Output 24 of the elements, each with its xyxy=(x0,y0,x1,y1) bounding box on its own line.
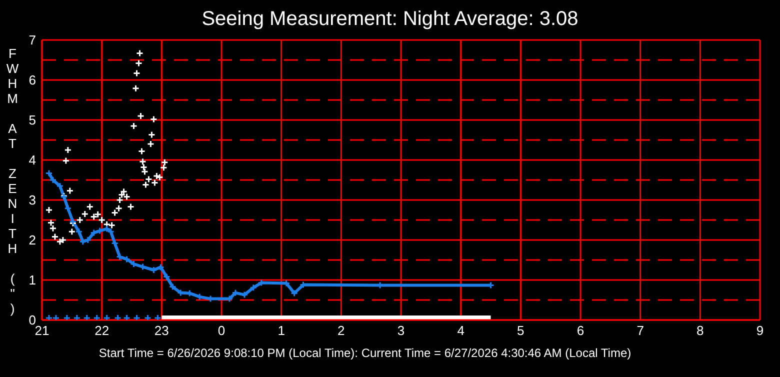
y-tick-label: 4 xyxy=(28,152,36,168)
y-tick-label: 2 xyxy=(28,232,36,248)
x-tick-label: 8 xyxy=(696,323,704,338)
y-tick-label: 5 xyxy=(28,112,36,128)
x-tick-label: 6 xyxy=(576,323,584,338)
x-tick-label: 9 xyxy=(756,323,764,338)
y-tick-label: 3 xyxy=(28,192,36,208)
chart-title: Seeing Measurement: Night Average: 3.08 xyxy=(200,8,580,31)
x-tick-label: 22 xyxy=(94,323,110,338)
y-tick-label: 0 xyxy=(28,312,36,328)
y-tick-label: 7 xyxy=(28,32,36,48)
x-tick-label: 3 xyxy=(397,323,405,338)
x-tick-label: 1 xyxy=(278,323,285,338)
x-tick-label: 7 xyxy=(636,323,644,338)
y-axis-title: FWHM AT ZENITH (") xyxy=(4,46,20,318)
x-tick-label: 23 xyxy=(154,323,169,338)
x-tick-label: 2 xyxy=(338,323,345,338)
x-tick-label: 5 xyxy=(517,323,524,338)
text: Start Time = 6/26/2026 9:08:10 PM (Local Time): Current Time = 6/27/2026 4:30:46 AM (Local Time) xyxy=(98,346,632,360)
y-tick-label: 1 xyxy=(28,272,36,288)
x-tick-label: 21 xyxy=(34,323,50,338)
x-tick-label: 4 xyxy=(457,323,464,338)
y-tick-label: 6 xyxy=(28,72,36,88)
x-tick-label: 0 xyxy=(218,323,226,338)
